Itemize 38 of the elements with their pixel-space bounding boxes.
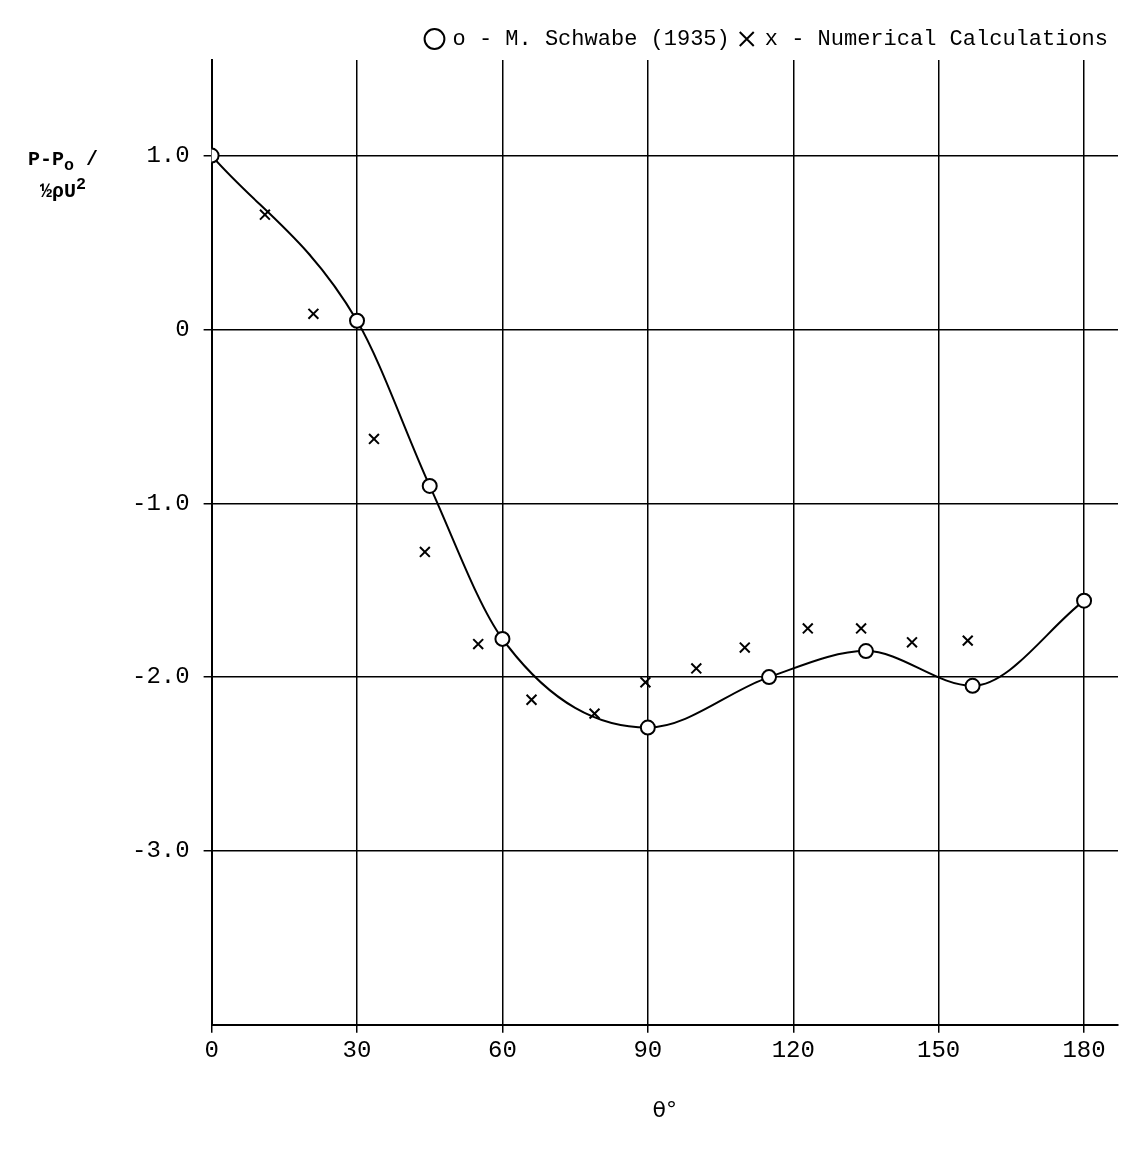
y-tick-label: -3.0 [132,837,190,865]
point [418,546,431,558]
point [525,693,538,706]
point [307,307,320,320]
x-tick-label: 150 [917,1036,961,1064]
x-tick-label: 120 [771,1036,815,1064]
point [961,634,974,647]
y-tick-label: -2.0 [132,663,190,691]
point [258,208,271,221]
point [855,622,868,635]
y-tick-label: 0 [175,315,190,343]
point [588,707,601,720]
point [690,662,703,675]
point [639,719,656,736]
x-tick-label: 30 [342,1036,372,1064]
point [738,641,751,654]
legend-label: o - M. Schwabe (1935) [452,26,730,52]
point [421,477,438,494]
x-tick-label: 90 [633,1036,663,1064]
point [639,676,652,689]
point [1076,592,1093,609]
point [761,669,778,686]
point [857,643,874,660]
point [964,677,981,694]
x-tick-label: 60 [488,1036,517,1064]
point [801,622,814,635]
y-tick-label: -1.0 [132,489,190,517]
y-axis-title: P-P$_{o}$ / ½ρU$^{2}$ [27,147,99,203]
legend-label: x - Numerical Calculations [764,26,1109,52]
x-tick-label: 180 [1062,1036,1106,1064]
point [349,312,366,329]
point [906,636,918,649]
x-axis-title: θ° [652,1096,678,1122]
point [368,433,380,445]
point [494,630,511,647]
x-tick-label: 0 [204,1036,219,1064]
point [472,638,485,651]
y-tick-label: 1.0 [146,141,190,169]
